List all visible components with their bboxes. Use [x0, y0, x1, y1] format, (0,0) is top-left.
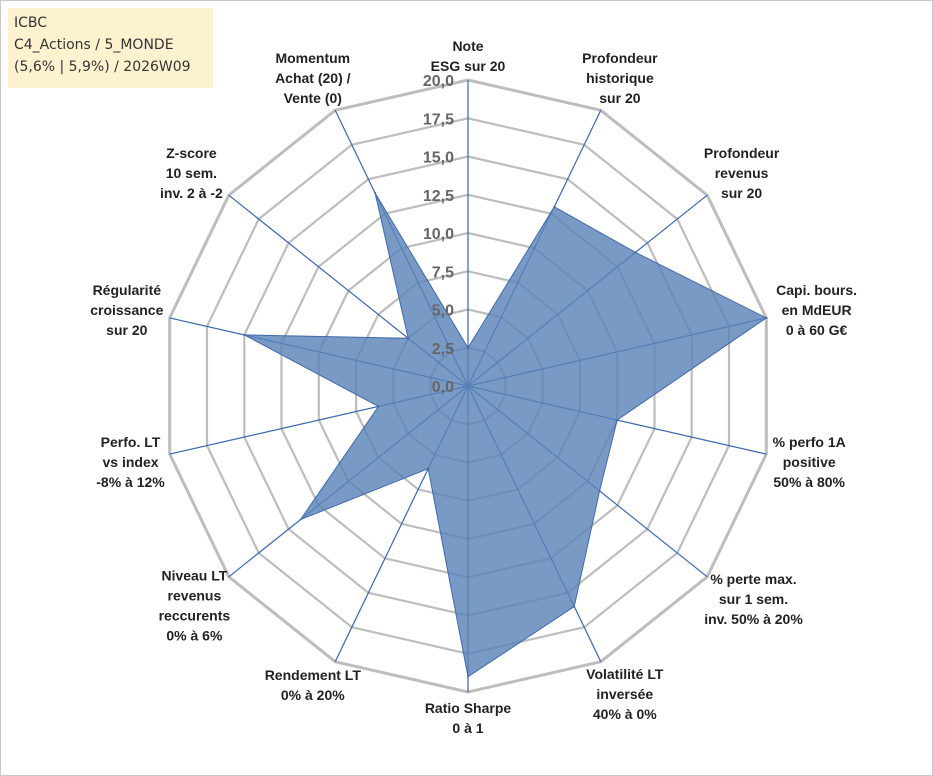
- axis-label: Niveau LT revenus reccurents 0% à 6%: [159, 568, 231, 644]
- axis-label: Perfo. LT vs index -8% à 12%: [96, 434, 165, 490]
- axis-label: Momentum Achat (20) / Vente (0): [275, 50, 351, 106]
- data-point: [553, 205, 556, 208]
- axis-label: % perfo 1A positive 50% à 80%: [773, 434, 846, 490]
- axis-label: Volatilité LT inversée 40% à 0%: [586, 666, 664, 722]
- data-point: [765, 316, 768, 319]
- data-point: [427, 467, 430, 470]
- axis-label: Capi. bours. en MdEUR 0 à 60 G€: [776, 282, 857, 338]
- tick-label: 10,0: [423, 226, 454, 243]
- axis-label: Note ESG sur 20: [431, 38, 506, 74]
- info-line-2: C4_Actions / 5_MONDE: [14, 37, 174, 53]
- axis-label: Régularité croissance sur 20: [90, 282, 163, 338]
- info-line-1: ICBC: [14, 15, 48, 31]
- data-point: [299, 518, 302, 521]
- data-point: [467, 675, 469, 678]
- axis-label: Z-score 10 sem. inv. 2 à -2: [160, 145, 223, 201]
- tick-label: 15,0: [423, 150, 454, 167]
- axis-label: % perte max. sur 1 sem. inv. 50% à 20%: [704, 571, 803, 627]
- tick-label: 12,5: [423, 188, 454, 205]
- data-point: [616, 419, 619, 421]
- data-point: [243, 333, 246, 336]
- info-box: ICBC C4_Actions / 5_MONDE (5,6% | 5,9%) …: [8, 8, 213, 88]
- tick-label: 2,5: [432, 341, 454, 358]
- data-point: [407, 337, 410, 340]
- data-point: [467, 346, 469, 349]
- axis-label: Profondeur historique sur 20: [582, 50, 658, 106]
- data-point: [377, 405, 380, 408]
- data-point: [374, 192, 377, 194]
- info-line-3: (5,6% | 5,9%) / 2026W09: [14, 59, 191, 75]
- tick-label: 17,5: [423, 111, 454, 128]
- tick-label: 7,5: [432, 264, 454, 281]
- tick-label: 5,0: [432, 303, 454, 320]
- axis-label: Rendement LT 0% à 20%: [265, 667, 362, 703]
- tick-label: 0,0: [432, 379, 454, 396]
- data-point: [573, 605, 576, 608]
- data-point: [634, 251, 637, 254]
- axis-label: Ratio Sharpe 0 à 1: [425, 700, 512, 736]
- tick-label: 20,0: [423, 73, 454, 90]
- axis-label: Profondeur revenus sur 20: [704, 145, 780, 201]
- data-point: [598, 489, 601, 492]
